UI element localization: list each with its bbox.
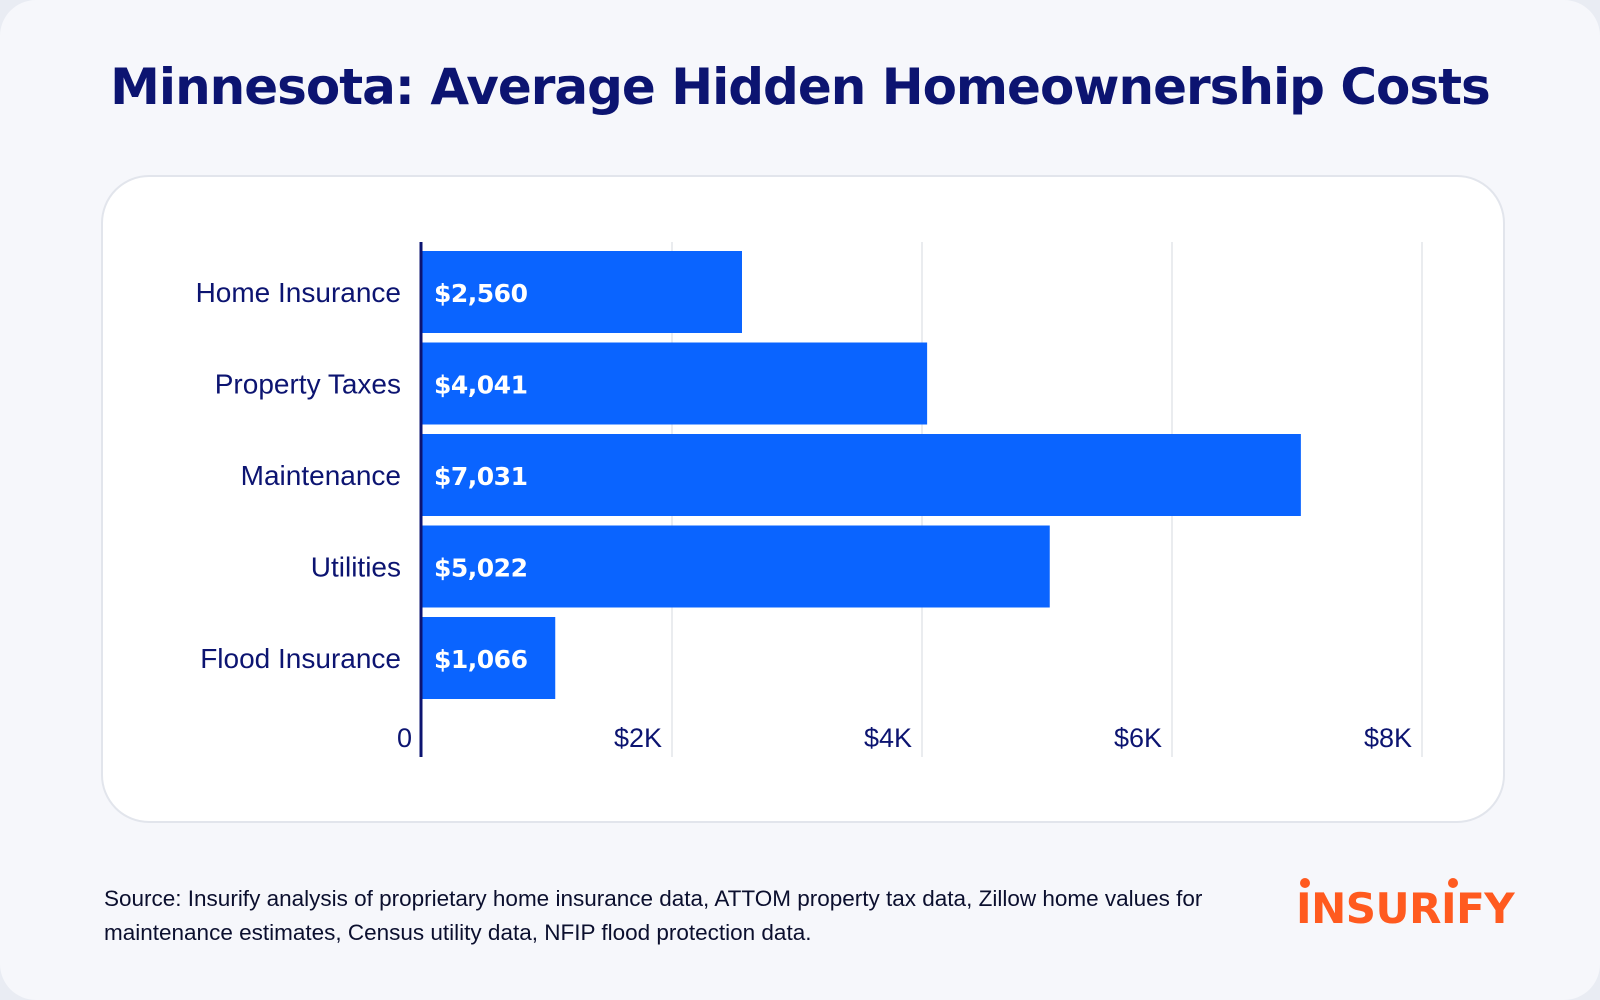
axis: 0 $2K $4K $6K $8K Home Insurance Property Taxe… — [196, 242, 1412, 757]
insurify-logo: INSURIFY — [1296, 878, 1515, 938]
category-label: Maintenance — [241, 460, 401, 491]
value-label: $5,022 — [434, 554, 527, 583]
x-tick-label: $8K — [1364, 723, 1412, 753]
x-tick-label: $4K — [864, 723, 912, 753]
value-label: $1,066 — [434, 645, 528, 674]
category-label: Utilities — [311, 552, 401, 583]
value-label: $2,560 — [434, 279, 528, 308]
logo-dot-i — [1300, 878, 1310, 888]
page-title: Minnesota: Average Hidden Homeownership … — [110, 58, 1491, 116]
bar — [422, 434, 1301, 516]
bar — [422, 525, 1050, 608]
x-tick-label: 0 — [397, 723, 412, 753]
category-label: Flood Insurance — [200, 643, 401, 674]
category-label: Property Taxes — [215, 369, 401, 400]
bar — [422, 251, 742, 333]
bars: $2,560 $4,041 $7,031 $5,022 $1,066 — [422, 251, 1301, 699]
bar — [422, 617, 556, 699]
logo-dot-i2 — [1448, 878, 1458, 888]
category-label: Home Insurance — [196, 277, 401, 308]
source-note: Source: Insurify analysis of proprietary… — [104, 886, 1203, 945]
value-label: $7,031 — [434, 462, 527, 491]
bar — [422, 342, 928, 425]
logo-wordmark: INSURIFY — [1296, 884, 1515, 933]
x-tick-label: $6K — [1114, 723, 1162, 753]
x-tick-label: $2K — [614, 723, 662, 753]
value-label: $4,041 — [434, 371, 527, 400]
